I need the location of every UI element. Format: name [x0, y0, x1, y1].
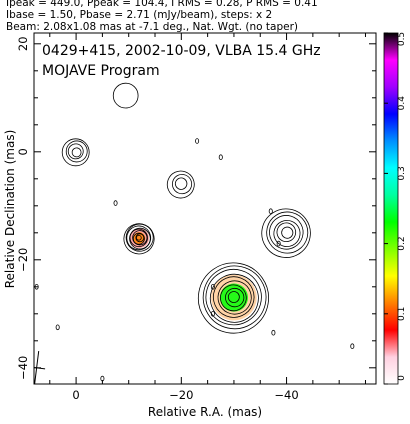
contour-1-4 — [129, 228, 148, 248]
contour-2-8 — [227, 291, 240, 303]
contour-4-2 — [174, 177, 188, 190]
colorbar-tick-label: 0.3 — [397, 166, 407, 180]
colorbar-tick-label: 0.4 — [397, 96, 407, 111]
contour-4-1 — [171, 174, 193, 195]
noise-contour — [276, 240, 281, 247]
noise-contour — [195, 138, 200, 144]
colorbar-tick-label: 0.5 — [397, 32, 407, 46]
y-axis-label: Relative Declination (mas) — [3, 130, 17, 289]
contour-1-1 — [125, 223, 154, 252]
contour-3-2 — [269, 215, 304, 250]
noise-contour — [271, 329, 276, 336]
contour-0-0 — [61, 138, 90, 167]
contour-2-7 — [225, 287, 245, 308]
plot-title-line-1: 0429+415, 2002-10-09, VLBA 15.4 GHz — [42, 43, 321, 59]
colorbar-tick-label: 0 — [397, 375, 407, 381]
contour-1-6 — [132, 232, 145, 245]
contour-2-0 — [197, 262, 269, 334]
contour-2-5 — [217, 280, 252, 315]
noise-contour — [218, 154, 223, 161]
y-tick-label: −20 — [16, 248, 30, 272]
colorbar — [383, 32, 399, 385]
x-tick-label: −20 — [169, 388, 193, 402]
plot-frame — [33, 32, 377, 385]
contour-2-2 — [205, 268, 262, 326]
contour-1-3 — [129, 227, 151, 250]
contour-3-4 — [276, 222, 297, 243]
contour-4-0 — [166, 170, 195, 199]
contour-2-4 — [212, 276, 255, 318]
noise-contour — [268, 208, 273, 215]
colorbar-tick-label: 0.2 — [397, 236, 407, 250]
noise-contour — [350, 343, 355, 350]
noise-contour — [210, 283, 215, 290]
x-tick-label: −40 — [274, 388, 298, 402]
contour-2-6 — [220, 284, 247, 312]
y-tick-label: −40 — [16, 356, 30, 380]
header-line-3: Beam: 2.08x1.08 mas at -7.1 deg., Nat. W… — [6, 21, 299, 33]
noise-contour — [113, 200, 118, 206]
noise-contour — [210, 310, 215, 317]
y-tick-label: 0 — [16, 148, 30, 155]
colorbar-tick-label: 0.1 — [397, 307, 407, 321]
y-tick-label: 20 — [16, 36, 30, 51]
noise-contour — [55, 324, 60, 331]
contour-2-3 — [209, 273, 259, 323]
contour-0-1 — [65, 140, 88, 163]
contour-1-2 — [126, 225, 152, 251]
x-tick-label: 0 — [72, 388, 79, 402]
contour-3-1 — [266, 211, 309, 254]
plot-title-line-2: MOJAVE Program — [42, 63, 160, 79]
contour-3-0 — [261, 208, 311, 258]
contour-1-0 — [123, 223, 155, 255]
contour-3-3 — [273, 219, 301, 247]
header-line-2: Ibase = 1.50, Pbase = 2.71 (mJy/beam), s… — [6, 9, 273, 21]
x-axis-label: Relative R.A. (mas) — [148, 405, 262, 419]
contour-1-5 — [132, 230, 148, 246]
contour-2-1 — [202, 265, 267, 330]
contour-1-8 — [136, 234, 142, 241]
header-line-1: Ipeak = 449.0, Ppeak = 104.4, I RMS = 0.… — [6, 0, 318, 9]
contour-3-5 — [281, 226, 294, 239]
contour-1-7 — [135, 233, 145, 243]
contour-0-3 — [71, 147, 82, 158]
contour-0-2 — [67, 143, 84, 160]
contour-5-0 — [112, 82, 139, 109]
